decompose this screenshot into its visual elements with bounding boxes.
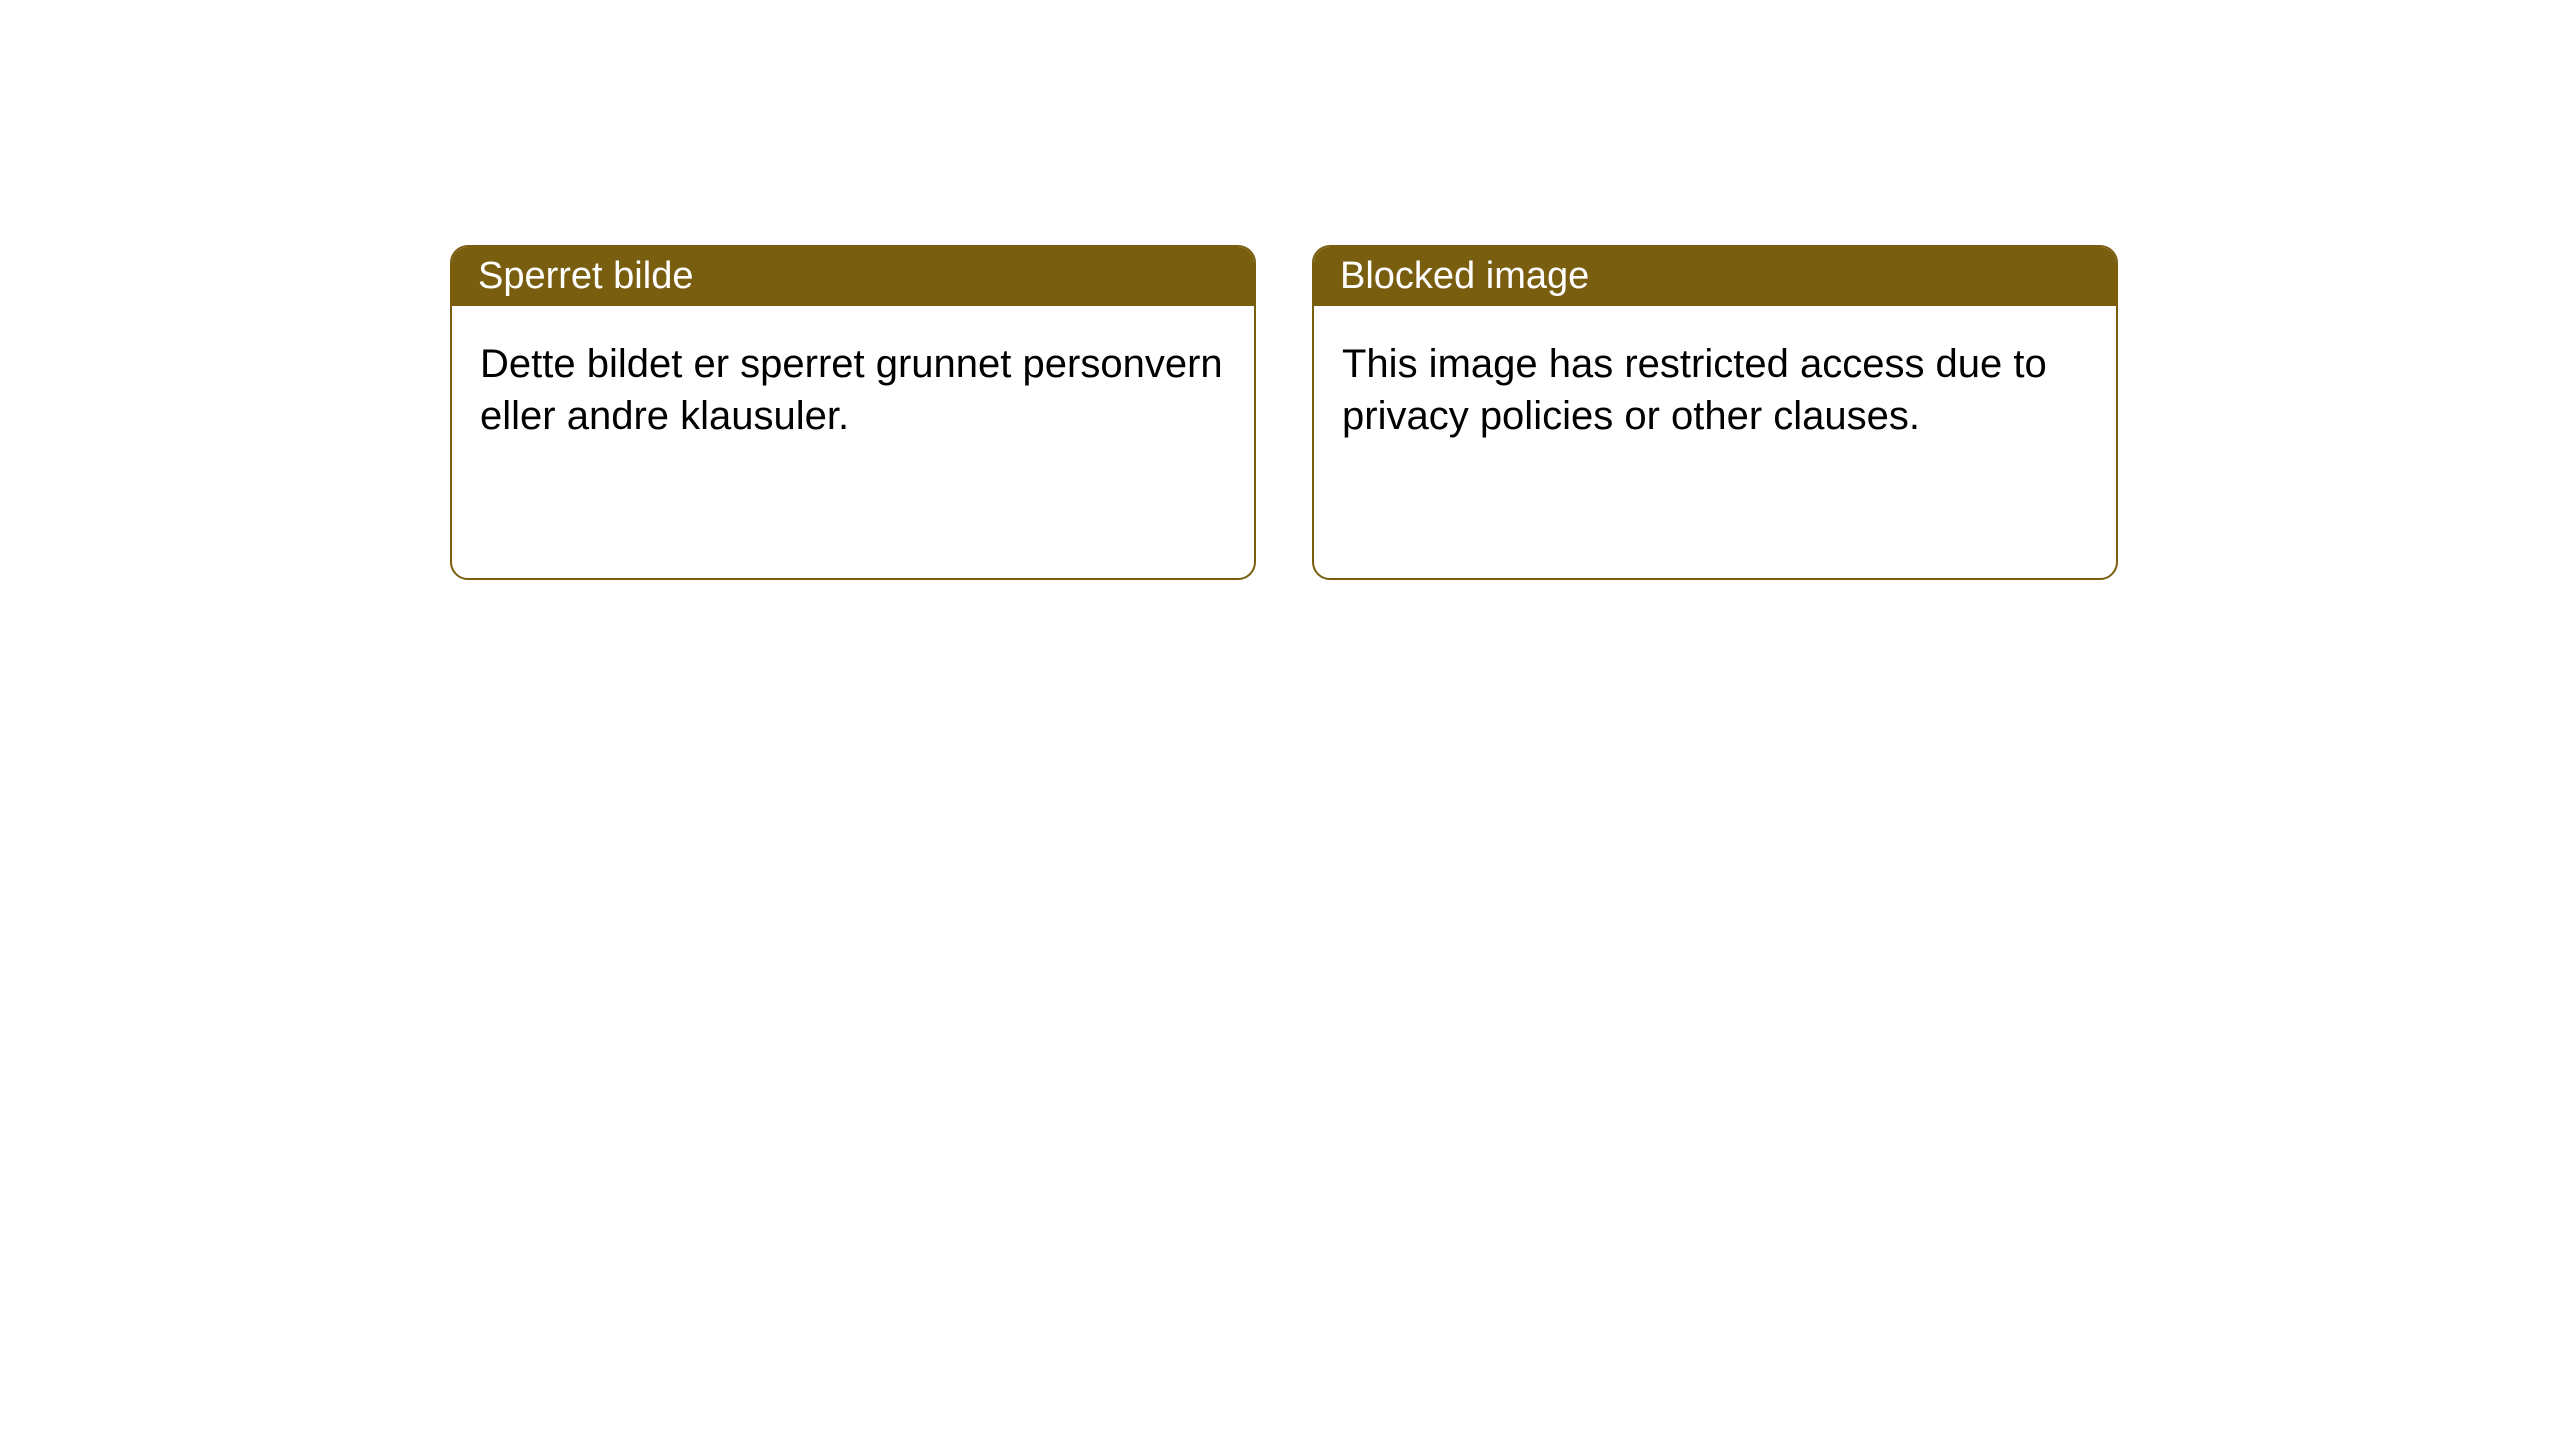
notice-text: This image has restricted access due to … <box>1342 342 2047 438</box>
notice-container: Sperret bilde Dette bildet er sperret gr… <box>0 0 2560 580</box>
notice-card-english: Blocked image This image has restricted … <box>1312 245 2118 580</box>
notice-header: Blocked image <box>1314 247 2116 306</box>
notice-body: This image has restricted access due to … <box>1314 306 2116 474</box>
notice-text: Dette bildet er sperret grunnet personve… <box>480 342 1223 438</box>
notice-card-norwegian: Sperret bilde Dette bildet er sperret gr… <box>450 245 1256 580</box>
notice-title: Sperret bilde <box>478 255 693 297</box>
notice-header: Sperret bilde <box>452 247 1254 306</box>
notice-title: Blocked image <box>1340 255 1589 297</box>
notice-body: Dette bildet er sperret grunnet personve… <box>452 306 1254 474</box>
